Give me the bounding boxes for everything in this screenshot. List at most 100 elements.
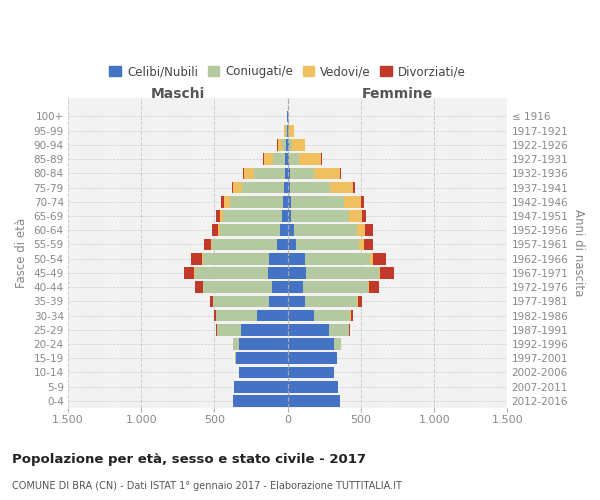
Bar <box>272 282 287 293</box>
Bar <box>287 139 289 151</box>
Bar <box>257 310 287 322</box>
Bar <box>220 224 280 236</box>
Bar <box>213 296 269 307</box>
Bar <box>305 253 370 264</box>
Bar <box>287 224 294 236</box>
Bar <box>365 224 373 236</box>
Text: Maschi: Maschi <box>151 87 205 101</box>
Bar <box>277 238 287 250</box>
Bar <box>195 282 203 293</box>
Bar <box>239 366 287 378</box>
Bar <box>254 168 285 179</box>
Bar <box>282 210 287 222</box>
Bar <box>288 125 289 136</box>
Bar <box>194 267 268 279</box>
Bar <box>358 296 362 307</box>
Bar <box>290 168 314 179</box>
Bar <box>284 182 287 194</box>
Bar <box>284 125 286 136</box>
Bar <box>211 238 212 250</box>
Bar <box>214 310 216 322</box>
Bar <box>216 324 217 336</box>
Bar <box>349 210 362 222</box>
Bar <box>287 381 338 392</box>
Bar <box>291 196 344 207</box>
Bar <box>203 282 272 293</box>
Bar <box>287 366 334 378</box>
Bar <box>296 238 359 250</box>
Bar <box>203 253 269 264</box>
Bar <box>224 196 230 207</box>
Bar <box>221 196 224 207</box>
Bar <box>269 253 287 264</box>
Bar <box>241 324 287 336</box>
Bar <box>273 154 286 165</box>
Bar <box>232 182 233 194</box>
Bar <box>287 395 340 407</box>
Bar <box>287 324 329 336</box>
Bar <box>340 168 341 179</box>
Y-axis label: Fasce di età: Fasce di età <box>15 218 28 288</box>
Bar <box>373 253 386 264</box>
Bar <box>287 238 296 250</box>
Bar <box>305 296 357 307</box>
Bar <box>191 253 202 264</box>
Text: COMUNE DI BRA (CN) - Dati ISTAT 1° gennaio 2017 - Elaborazione TUTTITALIA.IT: COMUNE DI BRA (CN) - Dati ISTAT 1° genna… <box>12 481 402 491</box>
Bar <box>287 352 337 364</box>
Bar <box>212 238 277 250</box>
Bar <box>303 282 368 293</box>
Bar <box>294 224 357 236</box>
Bar <box>242 168 244 179</box>
Bar <box>287 267 306 279</box>
Bar <box>244 168 254 179</box>
Bar <box>290 182 330 194</box>
Bar <box>234 381 287 392</box>
Bar <box>216 210 220 222</box>
Bar <box>287 196 291 207</box>
Bar <box>280 224 287 236</box>
Text: Popolazione per età, sesso e stato civile - 2017: Popolazione per età, sesso e stato civil… <box>12 452 366 466</box>
Bar <box>306 267 379 279</box>
Bar <box>235 352 236 364</box>
Bar <box>362 210 366 222</box>
Bar <box>216 310 257 322</box>
Bar <box>380 267 394 279</box>
Bar <box>292 139 305 151</box>
Bar <box>218 224 220 236</box>
Bar <box>287 282 303 293</box>
Bar <box>233 338 239 350</box>
Bar <box>236 352 287 364</box>
Bar <box>349 324 350 336</box>
Bar <box>184 267 194 279</box>
Bar <box>314 310 350 322</box>
Bar <box>287 182 290 194</box>
Bar <box>204 238 211 250</box>
Bar <box>233 395 287 407</box>
Y-axis label: Anni di nascita: Anni di nascita <box>572 210 585 296</box>
Bar <box>269 296 287 307</box>
Bar <box>287 253 305 264</box>
Bar <box>361 196 364 207</box>
Bar <box>329 324 349 336</box>
Bar <box>379 267 380 279</box>
Bar <box>220 210 223 222</box>
Bar <box>287 338 334 350</box>
Bar <box>364 238 373 250</box>
Bar <box>223 210 282 222</box>
Bar <box>202 253 203 264</box>
Bar <box>330 182 353 194</box>
Bar <box>287 310 314 322</box>
Bar <box>287 154 289 165</box>
Bar <box>286 139 287 151</box>
Bar <box>239 338 287 350</box>
Bar <box>359 238 364 250</box>
Bar <box>230 196 283 207</box>
Bar <box>350 310 353 322</box>
Bar <box>242 182 284 194</box>
Bar <box>357 224 365 236</box>
Bar <box>209 296 213 307</box>
Bar <box>233 182 242 194</box>
Bar <box>282 139 286 151</box>
Bar <box>353 182 355 194</box>
Bar <box>286 154 287 165</box>
